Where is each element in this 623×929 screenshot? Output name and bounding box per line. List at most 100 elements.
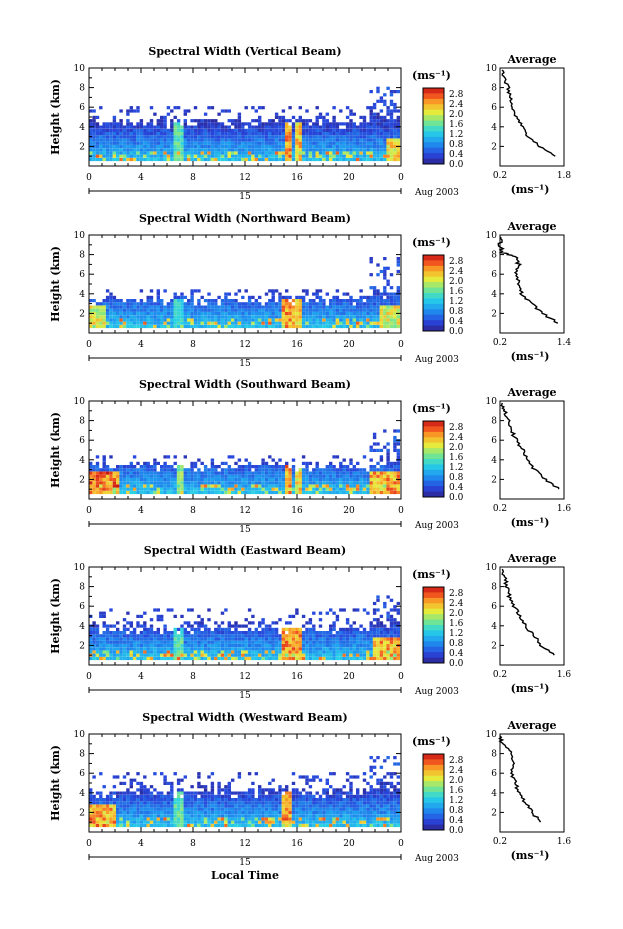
heatmap-cell [251, 650, 255, 654]
heatmap-cell [393, 618, 397, 622]
heatmap-cell [339, 138, 343, 142]
heatmap-cell [156, 119, 160, 123]
heatmap-cell [241, 653, 245, 657]
heatmap-cell [102, 474, 106, 478]
heatmap-cell [109, 481, 113, 485]
heatmap-cell [383, 445, 387, 449]
heatmap-cell [112, 315, 117, 319]
colorbar-swatch [423, 153, 444, 159]
heatmap-cell [89, 788, 93, 792]
heatmap-cell [254, 471, 258, 475]
heatmap-cell [180, 807, 184, 811]
heatmap-cell [383, 656, 387, 661]
heatmap-cell [217, 487, 221, 491]
heatmap-cell [116, 132, 120, 136]
heatmap-cell [254, 321, 258, 325]
heatmap-cell [153, 141, 157, 145]
heatmap-cell [163, 125, 167, 129]
heatmap-cell [143, 477, 147, 482]
heatmap-cell [305, 318, 309, 322]
heatmap-cell [187, 643, 191, 648]
heatmap-cell [278, 324, 282, 329]
heatmap-cell [183, 154, 187, 158]
heatmap-cell [92, 817, 96, 821]
heatmap-cell [312, 125, 316, 129]
heatmap-cell [200, 490, 204, 495]
heatmap-cell [318, 471, 323, 475]
heatmap-cell [379, 455, 384, 459]
heatmap-cell [295, 471, 299, 475]
heatmap-cell [99, 132, 103, 136]
heatmap-cell [254, 128, 258, 132]
heatmap-cell [136, 624, 140, 628]
heatmap-cell [312, 148, 316, 152]
heatmap-cell [247, 487, 252, 491]
heatmap-cell [227, 299, 231, 303]
heatmap-cell [244, 490, 248, 495]
heatmap-cell [332, 119, 336, 123]
heatmap-cell [197, 289, 201, 293]
heatmap-cell [247, 637, 252, 641]
heatmap-cell [237, 643, 242, 648]
heatmap-cell [322, 324, 326, 329]
heatmap-cell [210, 141, 215, 145]
heatmap-cell [308, 627, 313, 631]
heatmap-cell [372, 627, 377, 631]
heatmap-cell [325, 656, 329, 661]
heatmap-cell [329, 643, 333, 648]
heatmap-cell [153, 321, 157, 325]
heatmap-cell [160, 798, 164, 802]
heatmap-cell [386, 471, 390, 475]
heatmap-cell [173, 311, 177, 316]
heatmap-cell [359, 653, 363, 657]
heatmap-cell [318, 487, 323, 491]
heatmap-cell [329, 128, 333, 132]
heatmap-cell [369, 106, 373, 110]
heatmap-cell [170, 810, 174, 815]
heatmap-cell [268, 138, 272, 142]
heatmap-cell [369, 634, 373, 638]
heatmap-cell [227, 125, 231, 129]
heatmap-cell [166, 324, 171, 329]
heatmap-cell [389, 608, 394, 612]
heatmap-cell [352, 315, 356, 319]
heatmap-cell [203, 640, 208, 644]
heatmap-cell [281, 631, 286, 635]
heatmap-cell [342, 484, 346, 488]
heatmap-cell [251, 471, 255, 475]
heatmap-cell [122, 640, 127, 644]
heatmap-cell [234, 468, 238, 472]
heatmap-cell [139, 154, 144, 158]
heatmap-cell [305, 481, 309, 485]
heatmap-cell [190, 785, 194, 789]
x-tick-label: 4 [138, 672, 144, 682]
heatmap-cell [227, 640, 231, 644]
heatmap-cell [109, 823, 113, 828]
heatmap-cell [247, 621, 252, 625]
heatmap-cell [376, 119, 380, 123]
heatmap-cell [322, 468, 326, 472]
heatmap-cell [224, 132, 228, 136]
heatmap-cell [170, 647, 174, 651]
heatmap-cell [393, 468, 397, 472]
heatmap-cell [342, 311, 346, 316]
heatmap-cell [315, 315, 319, 319]
heatmap-cell [203, 125, 208, 129]
heatmap-cell [322, 640, 326, 644]
heatmap-cell [301, 643, 306, 648]
heatmap-cell [203, 634, 208, 638]
heatmap-cell [369, 273, 373, 277]
heatmap-cell [349, 484, 353, 488]
heatmap-cell [224, 477, 228, 482]
heatmap-cell [122, 311, 127, 316]
heatmap-cell [160, 324, 164, 329]
heatmap-cell [369, 286, 373, 290]
profile-x-axis-label: (ms⁻¹) [511, 682, 550, 695]
heatmap-cell [149, 138, 154, 142]
heatmap-cell [187, 305, 191, 309]
heatmap-cell [220, 487, 225, 491]
heatmap-cell [95, 311, 100, 316]
heatmap-cell [132, 791, 137, 795]
heatmap-cell [187, 791, 191, 795]
heatmap-cell [231, 455, 235, 459]
